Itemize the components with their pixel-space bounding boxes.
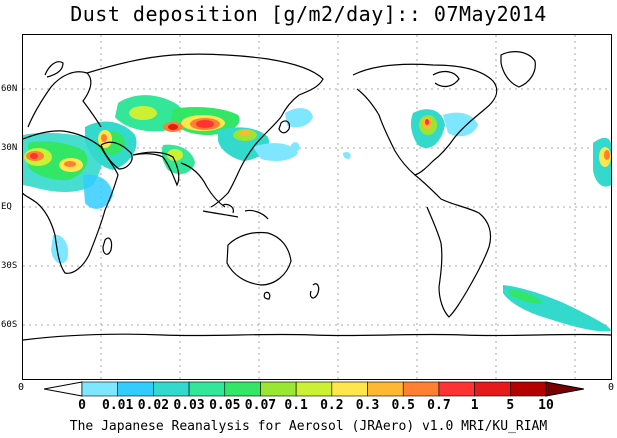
coastlines [23,51,611,341]
colorbar-arrow-high [545,381,584,397]
map-title: Dust deposition [g/m2/day]:: 07May2014 [70,2,547,26]
right-edge-label: 0 [608,382,615,393]
dust-deposition-field [23,95,611,332]
colorbar-label: 5 [506,398,515,413]
colorbar-label: 10 [538,398,554,413]
colorbar-segment [260,381,297,397]
colorbar-segment [367,381,404,397]
colorbar-label: 0.01 [102,398,134,413]
colorbar-segment [117,381,154,397]
credit-line: The Japanese Reanalysis for Aerosol (JRA… [69,419,548,434]
lat-label-30n: 30N [1,143,18,153]
colorbar-label: 0.3 [355,398,380,413]
colorbar-segment [331,381,368,397]
lat-label-eq: EQ [1,202,12,212]
colorbar-segment [81,381,118,397]
colorbar-segment [402,381,440,397]
lat-label-60s: 60S [1,320,18,330]
colorbar-label: 1 [470,398,479,413]
lat-label-60n: 60N [1,84,18,94]
world-map [22,34,612,380]
colorbar-segment [438,381,475,397]
colorbar [44,381,584,397]
colorbar-label: 0.02 [137,398,170,413]
colorbar-label: 0 [78,398,86,413]
colorbar-segment [224,381,261,397]
colorbar-segment [153,381,190,397]
colorbar-label: 0.7 [427,398,451,413]
colorbar-label: 0.07 [244,398,277,413]
colorbar-label: 0.2 [320,398,344,413]
colorbar-segment [474,381,511,397]
colorbar-label: 0.05 [209,398,241,413]
colorbar-label: 0.1 [284,398,308,413]
colorbar-segment [510,381,547,397]
colorbar-segment [295,381,333,397]
map-canvas [23,35,611,379]
colorbar-label: 0.03 [173,398,205,413]
colorbar-label: 0.5 [391,398,415,413]
lat-label-30s: 30S [1,261,18,271]
colorbar-segment [188,381,226,397]
colorbar-arrow-low [44,381,83,397]
left-edge-label: 0 [18,382,25,393]
